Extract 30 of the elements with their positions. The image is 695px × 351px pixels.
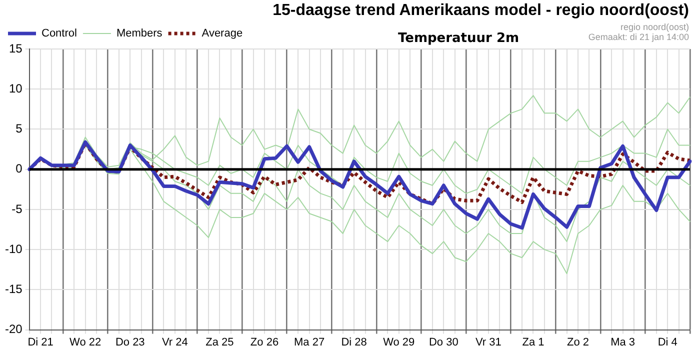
- x-tick-label: Vr 31: [476, 336, 502, 348]
- legend-label: Average: [202, 28, 243, 40]
- y-tick-label: 5: [16, 122, 23, 136]
- text: Gemaakt: di 21 jan 14:00: [588, 32, 689, 42]
- x-tick-label: Di 21: [28, 336, 54, 348]
- legend-label: Control: [42, 28, 77, 40]
- x-tick-label: Do 30: [428, 336, 458, 348]
- chart-title: 15-daagse trend Amerikaans model - regio noord(oost): [272, 2, 689, 20]
- y-tick-label: -10: [5, 242, 23, 256]
- x-tick-label: Za 25: [206, 336, 234, 348]
- chart-subtitle: Temperatuur 2m: [398, 31, 520, 46]
- x-tick-label: Za 1: [522, 336, 544, 348]
- x-tick-label: Wo 22: [70, 336, 102, 348]
- x-tick-label: Wo 29: [383, 336, 415, 348]
- x-tick-label: Ma 27: [294, 336, 325, 348]
- legend-label: Members: [116, 28, 163, 40]
- y-tick-label: 10: [8, 81, 23, 96]
- y-tick-label: -15: [5, 282, 23, 296]
- x-tick-label: Zo 26: [250, 336, 279, 348]
- x-tick-label: Ma 3: [610, 336, 636, 348]
- y-tick-label: 0: [16, 162, 23, 176]
- x-tick-label: Do 23: [115, 336, 145, 348]
- y-tick-label: 15: [8, 41, 23, 56]
- y-tick-label: -5: [12, 202, 23, 216]
- x-tick-label: Di 4: [658, 336, 678, 348]
- text: regio noord(oost): [619, 22, 689, 32]
- y-tick-label: -20: [5, 322, 23, 336]
- x-tick-label: Di 28: [341, 336, 367, 348]
- x-tick-label: Zo 2: [567, 336, 590, 348]
- x-tick-label: Vr 24: [162, 336, 188, 348]
